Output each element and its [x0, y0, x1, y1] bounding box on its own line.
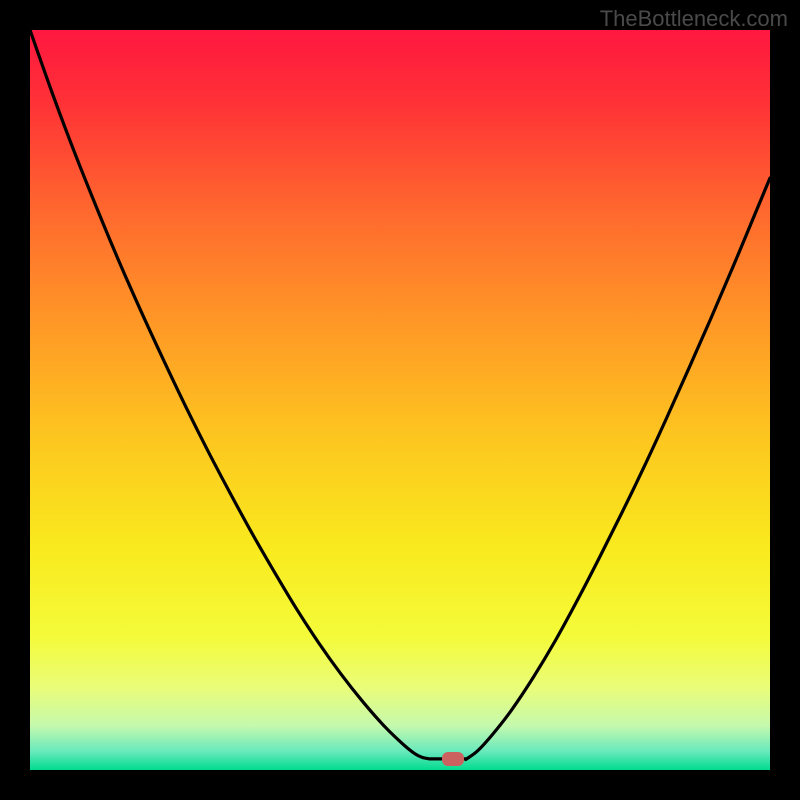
bottleneck-curve	[30, 30, 770, 770]
watermark-text: TheBottleneck.com	[600, 6, 788, 32]
plot-area	[30, 30, 770, 770]
minimum-marker	[442, 752, 464, 766]
